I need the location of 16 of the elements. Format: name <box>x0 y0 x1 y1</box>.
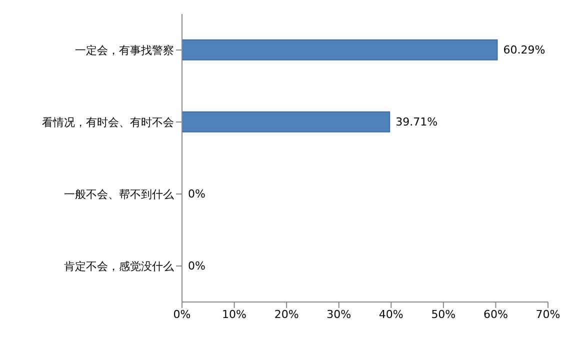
x-tick-label: 20% <box>274 308 299 321</box>
x-tick-label: 50% <box>431 308 456 321</box>
y-tick-label: 看情况，有时会、有时不会 <box>42 116 174 129</box>
data-label: 39.71% <box>396 116 438 128</box>
data-label: 60.29% <box>503 44 546 56</box>
x-tick-label: 10% <box>222 308 247 321</box>
y-tick-label: 一定会，有事找警察 <box>75 44 174 57</box>
x-tick-label: 60% <box>483 308 508 321</box>
data-label: 0% <box>188 188 206 200</box>
x-tick-label: 40% <box>378 308 404 321</box>
y-tick-label: 一般不会、帮不到什么 <box>64 188 174 201</box>
data-label: 0% <box>188 260 206 272</box>
x-tick-label: 70% <box>536 308 560 321</box>
x-tick-label: 0% <box>173 308 191 321</box>
x-tick-label: 30% <box>326 308 352 321</box>
y-tick-label: 肯定不会，感觉没什么 <box>64 260 174 273</box>
